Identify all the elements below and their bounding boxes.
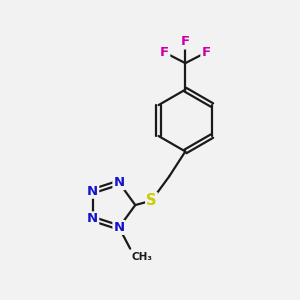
Text: S: S <box>146 193 157 208</box>
Text: F: F <box>201 46 211 59</box>
Text: N: N <box>113 176 124 189</box>
Text: N: N <box>87 212 98 225</box>
Text: F: F <box>181 35 190 48</box>
Text: F: F <box>160 46 169 59</box>
Text: N: N <box>87 185 98 198</box>
Text: CH₃: CH₃ <box>132 252 153 262</box>
Text: N: N <box>113 221 124 234</box>
